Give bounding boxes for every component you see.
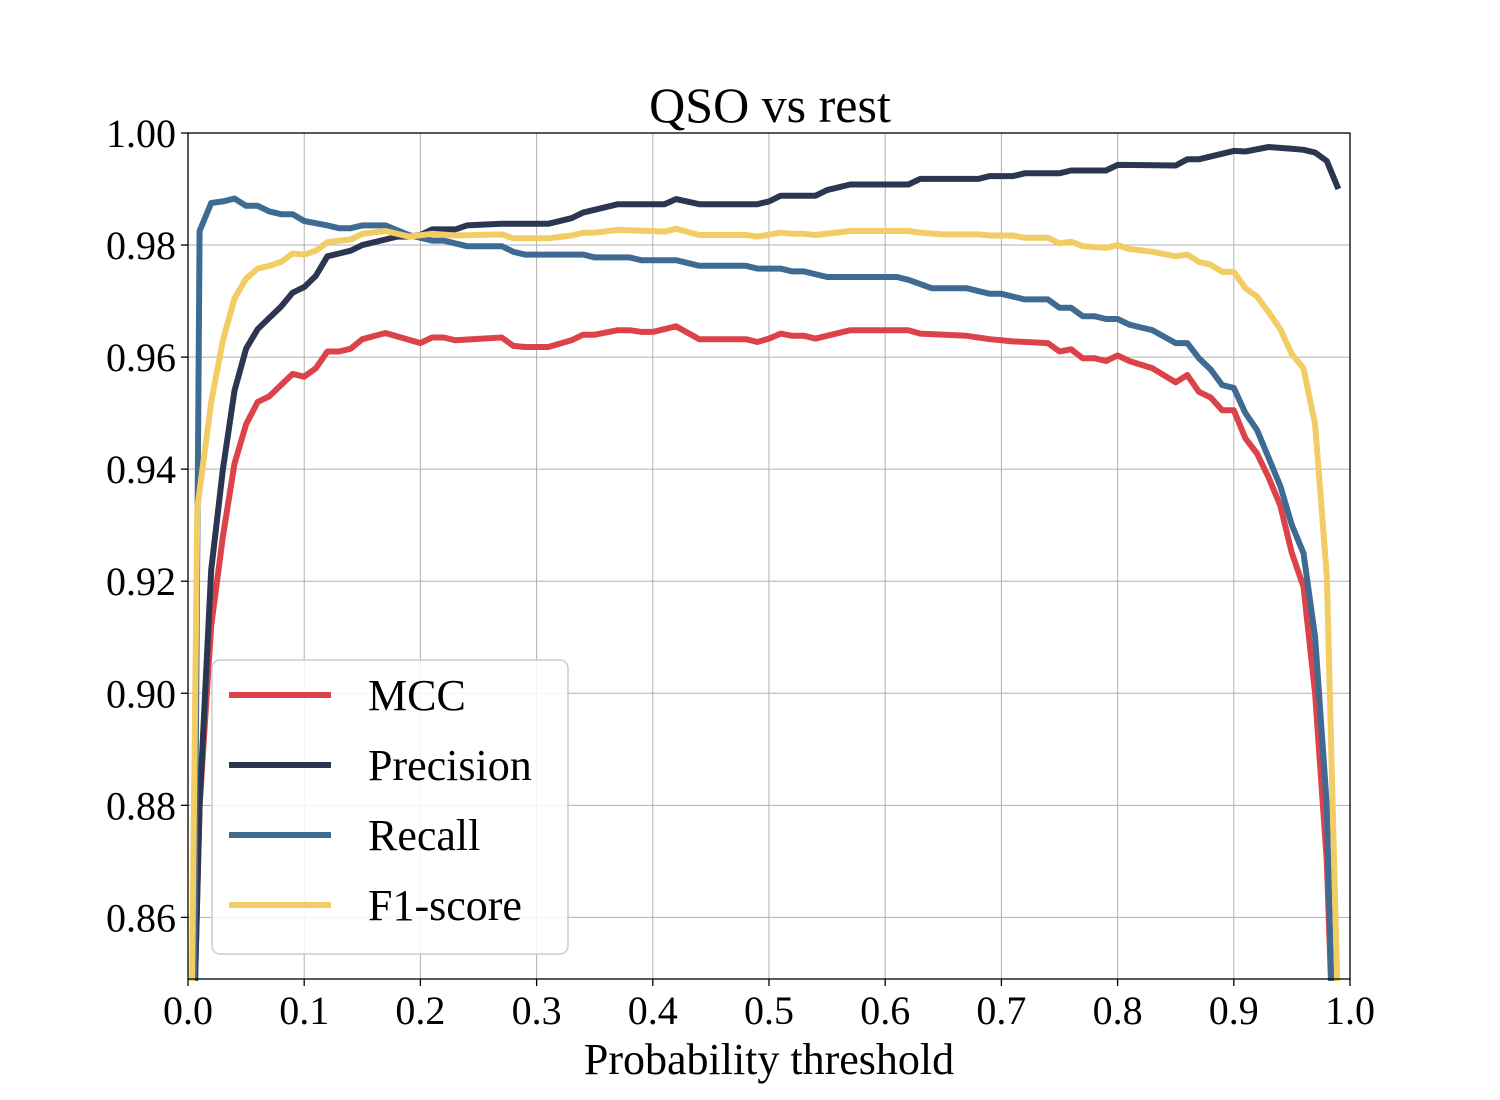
legend-box xyxy=(211,659,569,955)
x-tick-label: 0.8 xyxy=(1093,988,1143,1033)
x-tick-label: 0.2 xyxy=(395,988,445,1033)
x-tick-label: 0.0 xyxy=(163,988,213,1033)
x-tick-label: 0.9 xyxy=(1209,988,1259,1033)
legend-label-precision: Precision xyxy=(368,741,532,790)
x-tick-label: 0.3 xyxy=(512,988,562,1033)
legend-label-f1-score: F1-score xyxy=(368,881,522,930)
y-tick-label: 0.94 xyxy=(106,447,176,492)
x-axis-label: Probability threshold xyxy=(584,1035,954,1084)
x-tick-label: 0.5 xyxy=(744,988,794,1033)
legend: MCC Precision Recall F1-score xyxy=(211,659,569,955)
y-tick-label: 1.00 xyxy=(106,111,176,156)
y-tick-label: 0.96 xyxy=(106,335,176,380)
x-tick-label: 0.7 xyxy=(976,988,1026,1033)
y-tick-label: 0.86 xyxy=(106,895,176,940)
y-tick-label: 0.88 xyxy=(106,783,176,828)
y-tick-labels: 0.86 0.88 0.90 0.92 0.94 0.96 0.98 1.00 xyxy=(106,111,176,940)
series-line-f1-score xyxy=(189,225,1341,981)
x-tick-label: 0.6 xyxy=(860,988,910,1033)
chart-title: QSO vs rest xyxy=(649,77,891,133)
series-lines xyxy=(189,144,1342,981)
x-tick-label: 0.1 xyxy=(279,988,329,1033)
y-tick-label: 0.90 xyxy=(106,671,176,716)
plot-frame xyxy=(187,132,1351,980)
series-line-recall xyxy=(191,195,1335,981)
x-tick-labels: 0.0 0.1 0.2 0.3 0.4 0.5 0.6 0.7 0.8 0.9 1.0 xyxy=(163,988,1375,1033)
legend-label-recall: Recall xyxy=(368,811,480,860)
series-line-precision xyxy=(192,144,1342,981)
x-tick-label: 1.0 xyxy=(1325,988,1375,1033)
series-line-mcc xyxy=(192,323,1334,981)
legend-label-mcc: MCC xyxy=(368,671,466,720)
x-tick-label: 0.4 xyxy=(628,988,678,1033)
y-tick-label: 0.98 xyxy=(106,223,176,268)
y-tick-label: 0.92 xyxy=(106,559,176,604)
